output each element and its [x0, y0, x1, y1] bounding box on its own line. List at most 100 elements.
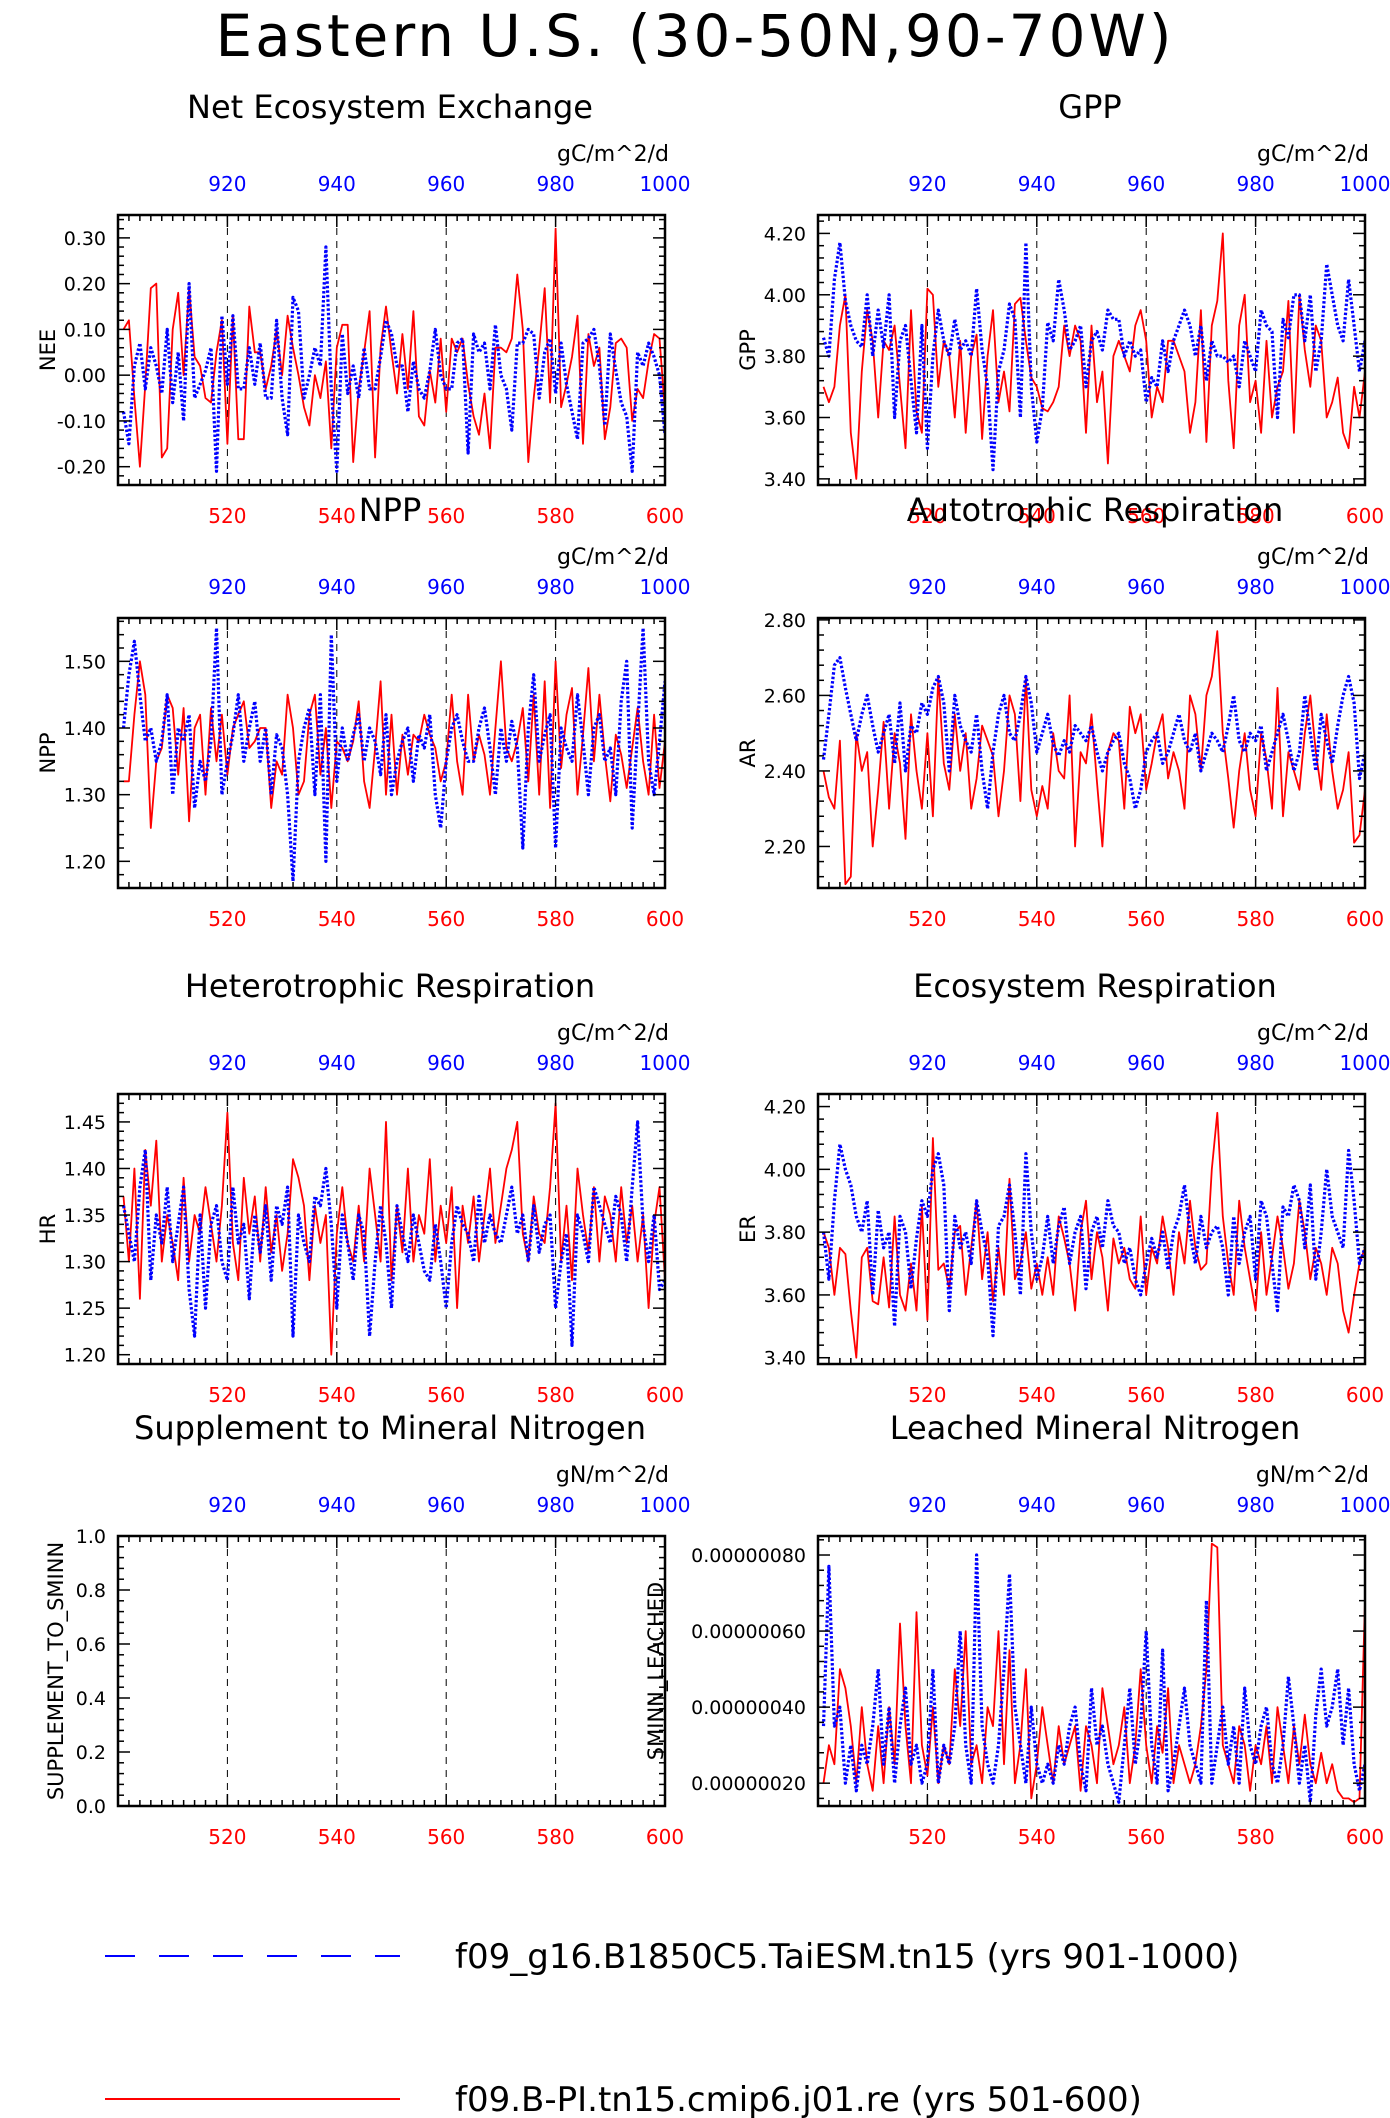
y-axis-label: ER	[736, 1215, 760, 1243]
x-tick-label-top: 1000	[1340, 575, 1390, 599]
x-tick-label-bottom: 560	[1127, 1825, 1165, 1849]
series-group	[121, 1102, 665, 1356]
y-axis-label: GPP	[736, 329, 760, 371]
x-tick-label-bottom: 560	[427, 1383, 465, 1407]
x-tick-label-top: 920	[208, 1493, 246, 1517]
panel-3: NPP gC/m^2/d NPP 520 540 560 580 600 920 940 960 98…	[36, 491, 690, 931]
x-tick-label-bottom: 580	[1237, 1383, 1275, 1407]
x-tick-label-top: 940	[1018, 172, 1056, 196]
x-tick-label-bottom: 540	[1018, 1825, 1056, 1849]
panel-2: GPP gC/m^2/d GPP 520 540 560 580 600 920 940 960 98…	[736, 88, 1390, 528]
plot-frame	[816, 616, 1367, 890]
panel-4: Autotrophic Respiration gC/m^2/d AR 520 540 5…	[736, 491, 1390, 931]
x-tick-label-bottom: 600	[1346, 1383, 1384, 1407]
x-tick-label-bottom: 520	[908, 1825, 946, 1849]
series-line-red	[822, 1111, 1365, 1359]
x-tick-label-top: 980	[1237, 575, 1275, 599]
x-tick-label-bottom: 580	[1237, 504, 1275, 528]
panel-title: Autotrophic Respiration	[907, 491, 1284, 529]
x-tick-label-bottom: 520	[208, 1825, 246, 1849]
y-axis-label: NEE	[36, 329, 60, 371]
y-tick-label: 1.45	[64, 1112, 106, 1134]
x-tick-label-top: 980	[537, 575, 575, 599]
panel-8: Leached Mineral Nitrogen gN/m^2/d SMINN_LE…	[644, 1409, 1390, 1849]
y-tick-label: 3.60	[764, 408, 806, 430]
units-label: gN/m^2/d	[1256, 1463, 1369, 1488]
y-tick-label: -0.20	[57, 457, 106, 479]
series-line-red	[123, 660, 665, 829]
x-tick-label-bottom: 580	[537, 1383, 575, 1407]
y-tick-label: 0.0	[76, 1796, 106, 1818]
series-line-blue	[821, 1142, 1365, 1338]
panel-title: Leached Mineral Nitrogen	[890, 1409, 1301, 1447]
x-tick-label-bottom: 560	[427, 907, 465, 931]
y-tick-label: 4.00	[764, 1159, 806, 1181]
y-tick-label: 3.80	[764, 346, 806, 368]
x-tick-label-top: 980	[1237, 1493, 1275, 1517]
series-line-blue	[821, 241, 1365, 472]
x-tick-label-bottom: 560	[1127, 1383, 1165, 1407]
x-tick-label-top: 920	[208, 575, 246, 599]
y-tick-label: 2.20	[764, 836, 806, 858]
x-tick-label-bottom: 580	[537, 1825, 575, 1849]
x-tick-label-top: 1000	[1340, 172, 1390, 196]
panel-title: Net Ecosystem Exchange	[187, 88, 593, 126]
panel-title: Heterotrophic Respiration	[185, 967, 595, 1005]
x-tick-label-top: 920	[208, 172, 246, 196]
y-tick-label: 4.20	[764, 1097, 806, 1119]
units-label: gC/m^2/d	[557, 545, 669, 570]
series-line-blue	[121, 245, 665, 473]
series-line-blue	[121, 626, 665, 883]
x-tick-label-bottom: 520	[208, 907, 246, 931]
panel-title: Supplement to Mineral Nitrogen	[134, 1409, 646, 1447]
x-tick-label-bottom: 520	[908, 907, 946, 931]
plot-frame	[116, 1534, 667, 1808]
x-tick-label-top: 1000	[640, 575, 691, 599]
x-tick-label-top: 1000	[640, 172, 691, 196]
x-tick-label-bottom: 580	[1237, 907, 1275, 931]
x-tick-label-bottom: 520	[908, 1383, 946, 1407]
x-tick-label-top: 920	[208, 1051, 246, 1075]
x-tick-label-top: 980	[537, 1051, 575, 1075]
x-tick-label-top: 920	[908, 575, 946, 599]
y-tick-label: 1.0	[76, 1526, 106, 1548]
x-tick-label-bottom: 560	[427, 1825, 465, 1849]
y-axis-label: NPP	[36, 732, 60, 773]
series-group	[121, 626, 665, 883]
series-group	[121, 227, 665, 473]
panel-6: Ecosystem Respiration gC/m^2/d ER 520 540 560…	[736, 967, 1390, 1407]
y-tick-label: 1.40	[64, 1158, 106, 1180]
y-tick-label: 1.40	[64, 718, 106, 740]
y-tick-label: 4.00	[764, 285, 806, 307]
units-label: gC/m^2/d	[557, 142, 669, 167]
series-line-blue	[821, 1553, 1365, 1804]
series-group	[821, 1542, 1365, 1804]
units-label: gC/m^2/d	[1257, 142, 1369, 167]
x-tick-label-top: 960	[427, 1051, 465, 1075]
x-tick-label-bottom: 580	[1237, 1825, 1275, 1849]
y-tick-label: 0.00000040	[691, 1697, 806, 1719]
x-tick-label-bottom: 560	[1127, 504, 1165, 528]
x-tick-label-bottom: 540	[318, 504, 356, 528]
panel-title: Ecosystem Respiration	[913, 967, 1277, 1005]
x-tick-label-top: 1000	[640, 1051, 691, 1075]
panel-5: Heterotrophic Respiration gC/m^2/d HR 520 54…	[36, 967, 690, 1407]
y-tick-label: 0.2	[76, 1742, 106, 1764]
y-tick-label: 2.60	[764, 685, 806, 707]
y-tick-label: 1.50	[64, 651, 106, 673]
y-tick-label: -0.10	[57, 411, 106, 433]
x-tick-label-bottom: 580	[537, 907, 575, 931]
y-axis-label: HR	[36, 1214, 60, 1244]
y-tick-label: 1.25	[64, 1298, 106, 1320]
series-line-red	[822, 232, 1365, 480]
x-tick-label-bottom: 520	[908, 504, 946, 528]
x-tick-label-bottom: 600	[1346, 1825, 1384, 1849]
y-tick-label: 1.20	[64, 851, 106, 873]
y-tick-label: 0.00	[64, 365, 106, 387]
units-label: gC/m^2/d	[557, 1021, 669, 1046]
panel-1: Net Ecosystem Exchange gC/m^2/d NEE 520 540 5…	[36, 88, 690, 528]
y-tick-label: 3.40	[764, 1348, 806, 1370]
x-tick-label-top: 940	[1018, 1493, 1056, 1517]
units-label: gC/m^2/d	[1257, 1021, 1369, 1046]
x-tick-label-top: 960	[427, 172, 465, 196]
